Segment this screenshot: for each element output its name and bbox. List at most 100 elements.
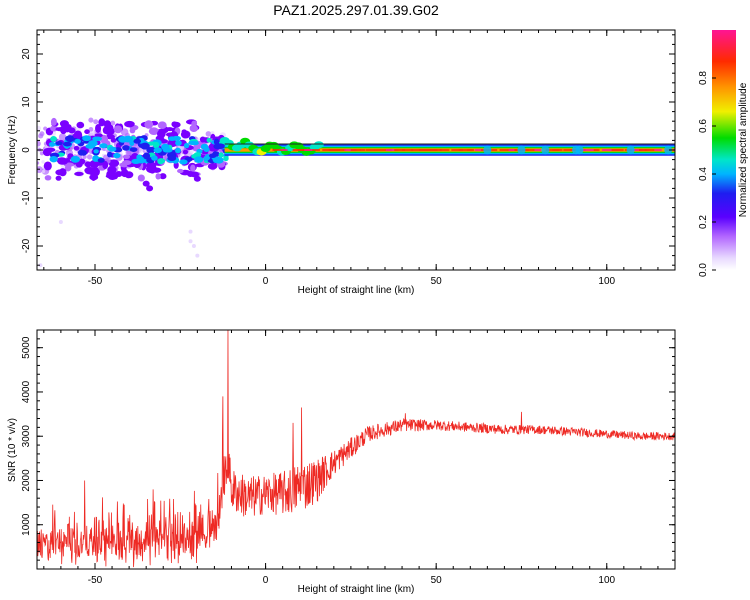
spectrogram-band-core bbox=[616, 149, 624, 151]
spectrogram-band-core bbox=[654, 149, 662, 151]
spectrogram-cell bbox=[174, 147, 181, 154]
spectrogram-cell bbox=[92, 136, 102, 142]
spectrogram-cell bbox=[168, 136, 177, 141]
colorbar: 0.0 0.2 0.4 0.6 0.8 Normalized spectral ampl… bbox=[698, 30, 749, 277]
snr-ytick-label: 5000 bbox=[21, 336, 32, 359]
spectrogram-band-core bbox=[458, 149, 474, 151]
spectrogram-cell bbox=[162, 147, 173, 153]
spectrogram-band-core bbox=[304, 149, 313, 151]
spectrogram-band-core bbox=[467, 149, 473, 151]
spectrogram-band-core bbox=[281, 149, 288, 151]
spectrogram-band-core bbox=[439, 149, 450, 151]
spectrogram-cell bbox=[223, 155, 229, 162]
spectrogram-cell bbox=[159, 173, 167, 180]
spectrogram-cell bbox=[55, 127, 66, 132]
spectrogram-cell bbox=[190, 164, 196, 173]
spectrogram-cell bbox=[156, 129, 166, 139]
spectrogram-cell bbox=[107, 151, 113, 158]
snr-xtick-label: 100 bbox=[598, 575, 615, 586]
spectrogram-band-core bbox=[418, 149, 438, 151]
spectrogram-cell bbox=[97, 157, 105, 163]
snr-xtick-label: 0 bbox=[263, 575, 269, 586]
spectrogram-cell bbox=[74, 171, 84, 176]
spectrogram-cell bbox=[84, 129, 90, 135]
spectrogram-band-core bbox=[401, 149, 414, 151]
spectrogram-cell bbox=[218, 152, 224, 158]
spectrogram-band-core bbox=[488, 149, 498, 151]
spectrogram-band-core bbox=[534, 149, 542, 151]
spectrogram-cell bbox=[94, 133, 103, 138]
snr-frame bbox=[36, 329, 676, 570]
spectrogram-cell bbox=[57, 160, 68, 165]
spectrogram-cell bbox=[88, 117, 94, 123]
spectrogram-cell bbox=[137, 174, 145, 182]
spectrogram-cell bbox=[138, 147, 144, 154]
spectrogram-xtick-label: 0 bbox=[263, 276, 269, 287]
spectrogram-band-core bbox=[593, 149, 600, 151]
spectrogram-cell bbox=[146, 146, 156, 154]
colorbar-tick-label: 0.2 bbox=[698, 215, 709, 229]
spectrogram-xlabel: Height of straight line (km) bbox=[298, 285, 415, 296]
spectrogram-cell bbox=[92, 155, 100, 162]
colorbar-tick-label: 0.0 bbox=[698, 263, 709, 277]
spectrogram-cell bbox=[188, 229, 193, 234]
spectrogram-cell bbox=[113, 152, 121, 159]
spectrogram-cell bbox=[171, 121, 181, 128]
spectrogram-cell bbox=[142, 152, 151, 160]
spectrogram-cell bbox=[148, 165, 157, 174]
spectrogram-band-core bbox=[394, 149, 406, 151]
spectrogram-cell bbox=[188, 239, 193, 244]
spectrogram-band-core bbox=[451, 149, 463, 151]
spectrogram-cell bbox=[55, 141, 63, 146]
spectrogram-cell bbox=[77, 149, 85, 156]
spectrogram-cell bbox=[183, 142, 190, 149]
spectrogram-cell bbox=[136, 154, 143, 161]
spectrogram-band-core bbox=[272, 149, 284, 151]
spectrogram-cell bbox=[151, 155, 158, 161]
spectrogram-cell bbox=[182, 149, 189, 155]
spectrogram-xtick-label: 50 bbox=[431, 276, 443, 287]
snr-ytick-label: 1000 bbox=[21, 513, 32, 536]
spectrogram-cell bbox=[193, 175, 201, 182]
spectrogram-cell bbox=[55, 175, 62, 181]
spectrogram-band-core bbox=[508, 149, 521, 151]
spectrogram-cell bbox=[58, 220, 63, 224]
spectrogram-cell bbox=[88, 126, 94, 132]
spectrogram-cell bbox=[157, 159, 164, 165]
spectrogram-cell bbox=[155, 173, 161, 180]
spectrogram-frame bbox=[36, 29, 676, 271]
snr-series-line bbox=[37, 330, 675, 568]
spectrogram-cell bbox=[41, 160, 45, 164]
spectrogram-band-core bbox=[313, 149, 320, 151]
spectrogram-cell bbox=[59, 120, 69, 128]
colorbar-gradient bbox=[712, 30, 736, 270]
spectrogram-cell bbox=[213, 138, 220, 146]
spectrogram-cell bbox=[122, 145, 130, 151]
spectrogram-cell bbox=[98, 118, 106, 127]
spectrogram-cell bbox=[93, 149, 99, 154]
spectrogram-cell bbox=[199, 136, 206, 143]
spectrogram-cell bbox=[37, 161, 40, 165]
spectrogram-cell bbox=[517, 145, 526, 155]
spectrogram-band-core bbox=[429, 149, 442, 151]
spectrogram-band-core bbox=[611, 149, 617, 151]
spectrogram-ytick-label: 20 bbox=[21, 48, 32, 60]
spectrogram-cell bbox=[215, 143, 226, 149]
spectrogram-cell bbox=[66, 135, 75, 143]
spectrogram-cell bbox=[37, 140, 41, 147]
spectrogram-cell bbox=[88, 140, 98, 147]
spectrogram-cell bbox=[50, 117, 57, 126]
spectrogram-cell bbox=[165, 132, 176, 137]
spectrogram-cell bbox=[89, 174, 99, 181]
spectrogram-cell bbox=[187, 171, 195, 177]
colorbar-label: Normalized spectral amplitude bbox=[738, 82, 749, 217]
spectrogram-cell bbox=[99, 134, 109, 144]
colorbar-tick-label: 0.6 bbox=[698, 119, 709, 133]
spectrogram-band bbox=[224, 148, 675, 152]
spectrogram-band-core bbox=[359, 149, 366, 151]
spectrogram-cell bbox=[82, 135, 91, 142]
spectrogram-cell bbox=[86, 154, 93, 160]
spectrogram-ytick-label: -10 bbox=[21, 190, 32, 205]
spectrogram-cell bbox=[102, 160, 109, 170]
